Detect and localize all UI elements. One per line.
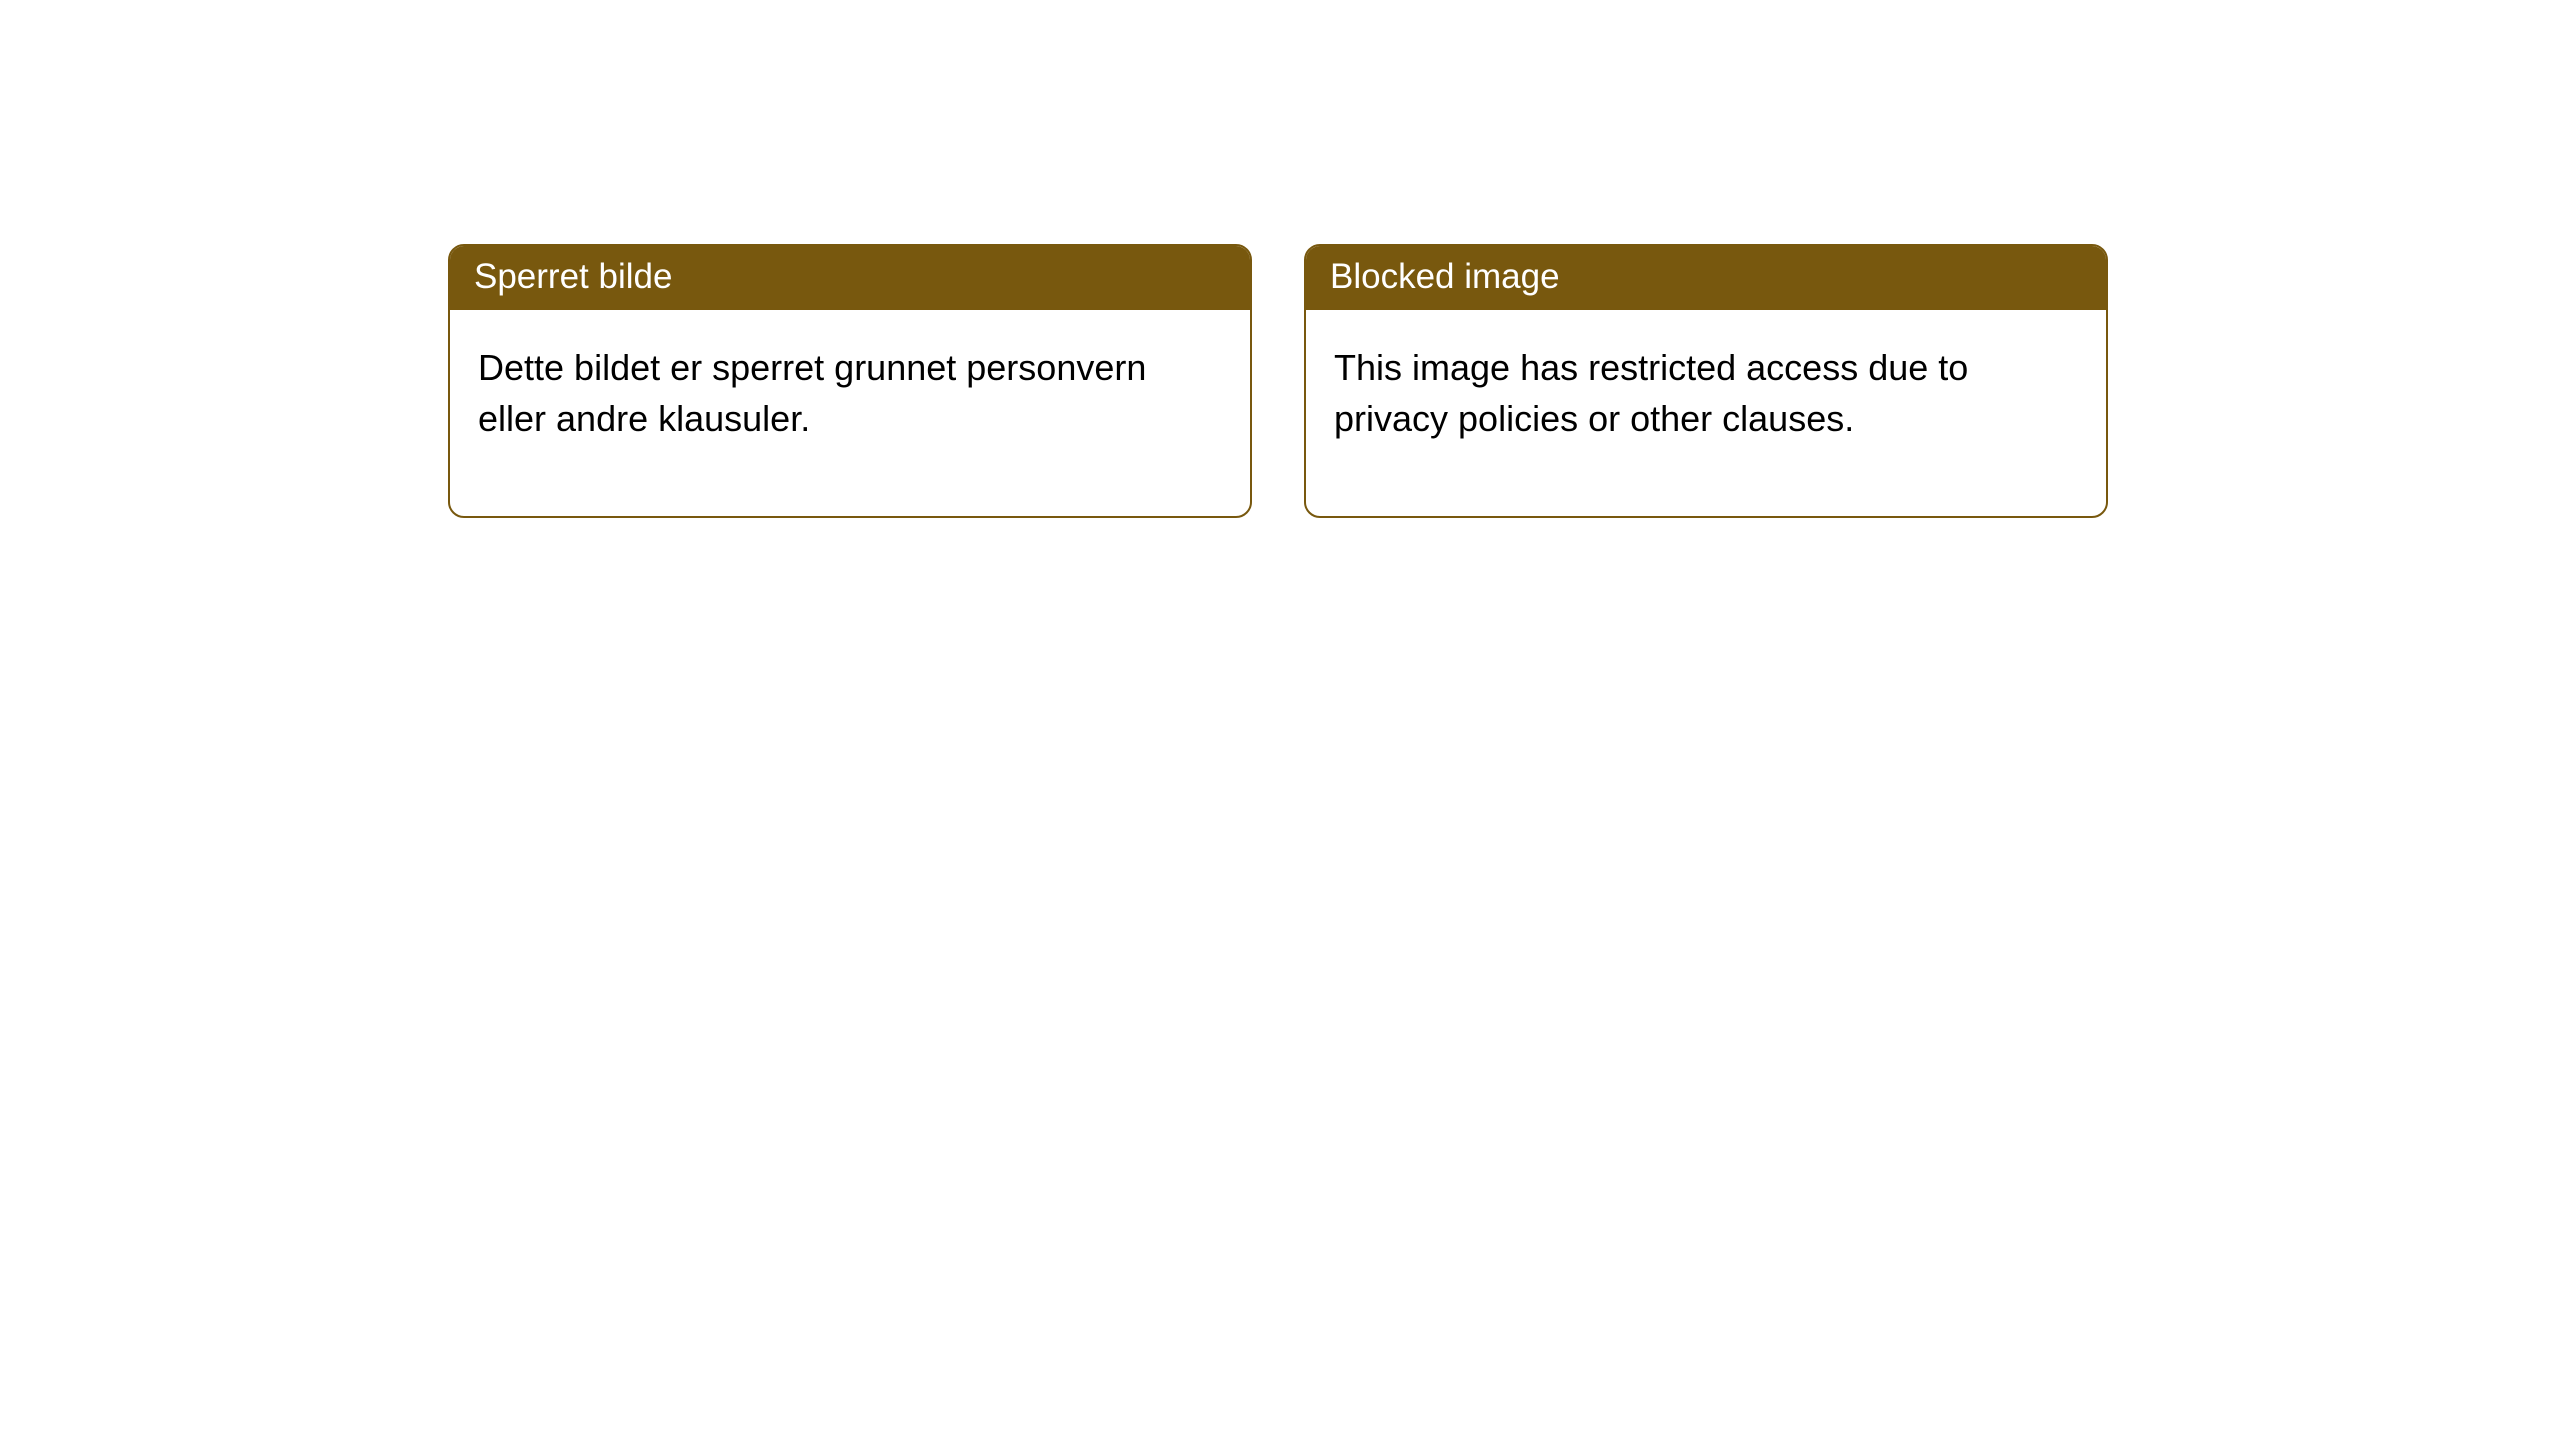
notice-title-english: Blocked image: [1306, 246, 2106, 310]
notice-title-norwegian: Sperret bilde: [450, 246, 1250, 310]
notice-card-english: Blocked image This image has restricted …: [1304, 244, 2108, 518]
notice-body-norwegian: Dette bildet er sperret grunnet personve…: [450, 310, 1250, 516]
notice-card-norwegian: Sperret bilde Dette bildet er sperret gr…: [448, 244, 1252, 518]
notice-body-english: This image has restricted access due to …: [1306, 310, 2106, 516]
notice-container: Sperret bilde Dette bildet er sperret gr…: [0, 0, 2560, 518]
